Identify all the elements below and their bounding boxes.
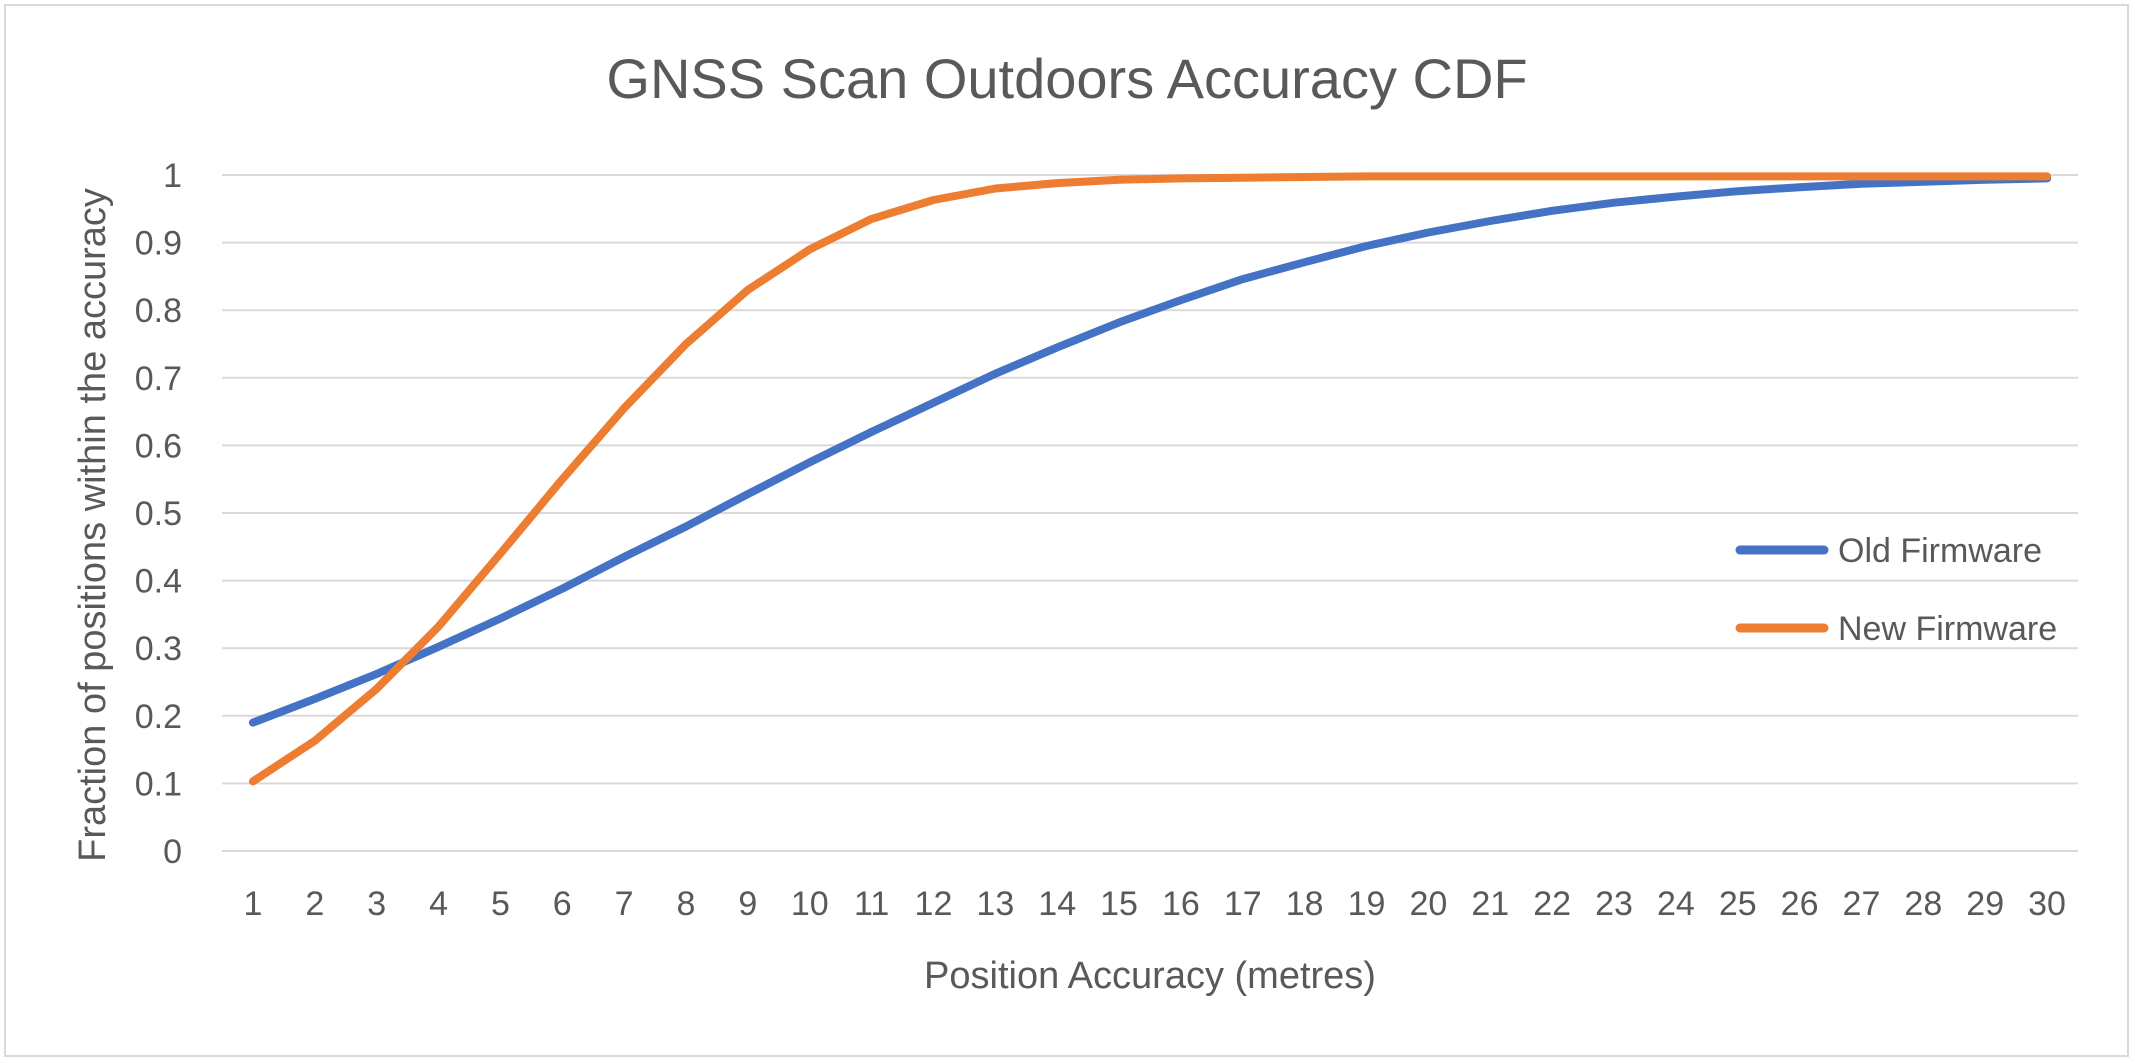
- x-tick-label: 2: [305, 885, 324, 923]
- x-tick-label: 16: [1162, 885, 1200, 923]
- gridlines: [222, 174, 2078, 852]
- legend-label: New Firmware: [1838, 610, 2057, 648]
- y-tick-label: 0.4: [135, 563, 182, 601]
- x-tick-label: 14: [1038, 885, 1076, 923]
- x-tick-label: 9: [738, 885, 757, 923]
- series-lines: [248, 172, 2052, 786]
- y-tick-label: 0.9: [135, 225, 182, 263]
- x-tick-label: 5: [491, 885, 510, 923]
- x-tick-label: 12: [915, 885, 953, 923]
- x-tick-label: 18: [1286, 885, 1324, 923]
- x-tick-label: 11: [854, 885, 889, 923]
- x-tick-label: 20: [1409, 885, 1447, 923]
- x-tick-labels: 1 2 3 4 5 6 7 8 9 10 11 12 13 14 15 16 17 18 19 20 21 22 23 24 2…: [243, 885, 2066, 923]
- x-tick-label: 29: [1966, 885, 2004, 923]
- x-tick-label: 23: [1595, 885, 1633, 923]
- legend: Old Firmware New Firmware: [1735, 532, 2057, 648]
- x-tick-label: 4: [429, 885, 448, 923]
- y-tick-label: 0.7: [135, 360, 182, 398]
- x-tick-label: 10: [791, 885, 829, 923]
- y-tick-labels: 0 0.1 0.2 0.3 0.4 0.5 0.6 0.7 0.8 0.9 1: [135, 157, 182, 871]
- x-tick-label: 21: [1471, 885, 1509, 923]
- x-tick-label: 15: [1100, 885, 1138, 923]
- series-line-old-firmware: [248, 174, 2052, 727]
- y-tick-label: 0.2: [135, 698, 182, 736]
- x-tick-label: 24: [1657, 885, 1695, 923]
- x-tick-label: 28: [1904, 885, 1942, 923]
- y-tick-label: 1: [163, 157, 182, 195]
- y-axis-label: Fraction of positions within the accurac…: [72, 188, 114, 862]
- x-tick-label: 27: [1843, 885, 1881, 923]
- x-tick-label: 19: [1348, 885, 1386, 923]
- legend-label: Old Firmware: [1838, 532, 2042, 570]
- y-tick-label: 0.3: [135, 630, 182, 668]
- x-tick-label: 13: [976, 885, 1014, 923]
- x-tick-label: 6: [553, 885, 572, 923]
- y-tick-label: 0: [163, 833, 182, 871]
- x-tick-label: 17: [1224, 885, 1262, 923]
- x-tick-label: 26: [1781, 885, 1819, 923]
- y-tick-label: 0.1: [135, 765, 182, 803]
- x-axis-label: Position Accuracy (metres): [924, 955, 1376, 997]
- x-tick-label: 1: [243, 885, 262, 923]
- x-tick-label: 22: [1533, 885, 1571, 923]
- y-tick-label: 0.5: [135, 495, 182, 533]
- series-line-new-firmware: [248, 172, 2052, 786]
- y-tick-label: 0.6: [135, 427, 182, 465]
- x-tick-label: 25: [1719, 885, 1757, 923]
- chart-title: GNSS Scan Outdoors Accuracy CDF: [606, 47, 1527, 110]
- x-tick-label: 30: [2028, 885, 2066, 923]
- x-tick-label: 8: [677, 885, 696, 923]
- x-tick-label: 3: [367, 885, 386, 923]
- x-tick-label: 7: [615, 885, 634, 923]
- y-tick-label: 0.8: [135, 292, 182, 330]
